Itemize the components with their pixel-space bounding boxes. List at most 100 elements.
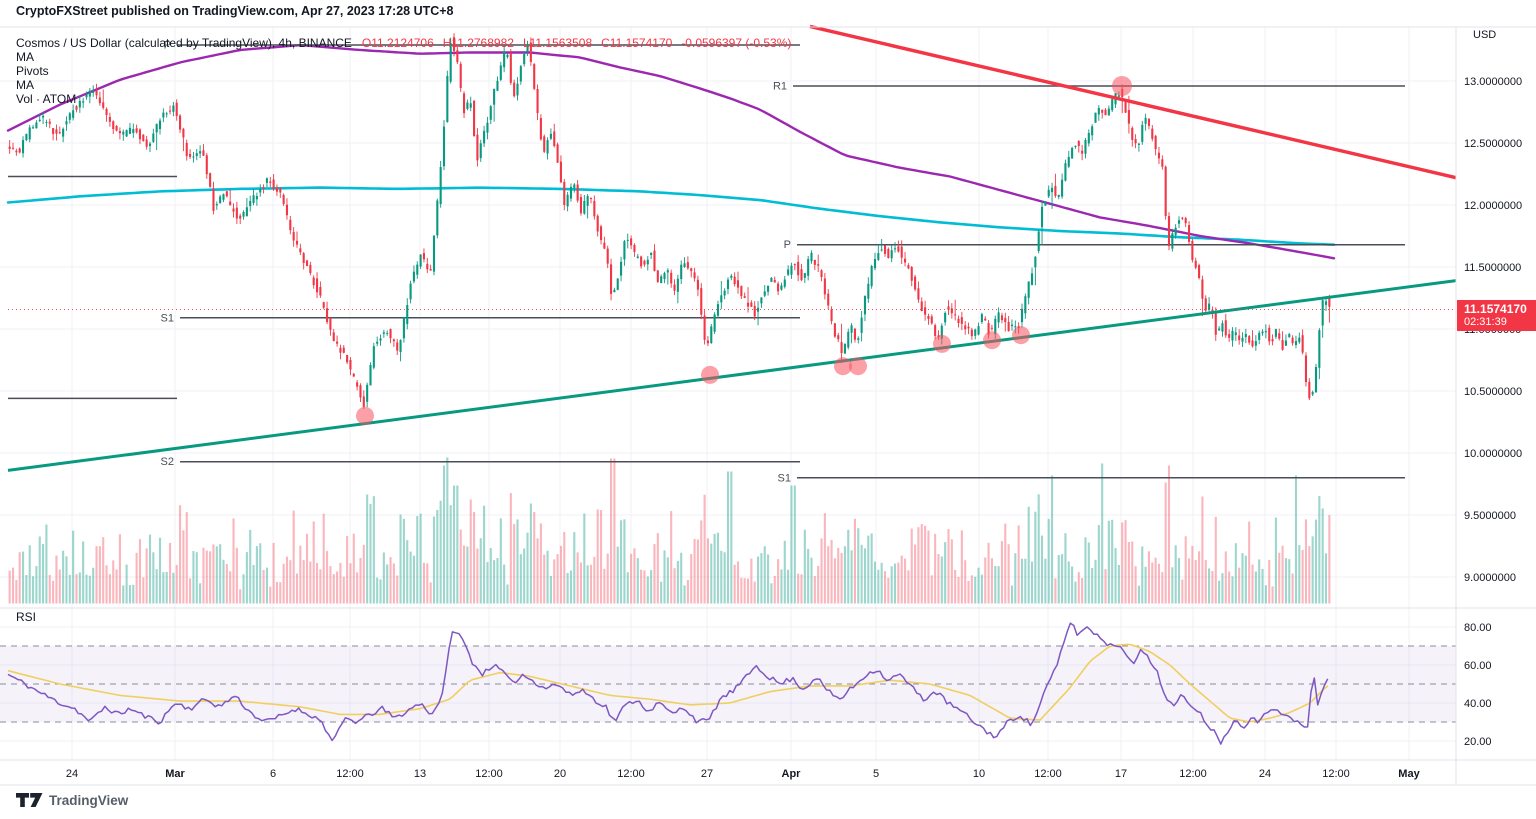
candle-body: [1261, 331, 1264, 334]
indicator-label-volume[interactable]: Vol · ATOM: [16, 92, 77, 106]
bar-countdown: 02:31:39: [1464, 316, 1507, 328]
volume-bar: [112, 560, 115, 604]
candle-body: [125, 130, 128, 137]
candle-body: [1314, 367, 1318, 393]
volume-bar: [302, 560, 305, 604]
candle-body: [1111, 99, 1114, 111]
candle-body: [1291, 337, 1294, 344]
candle-body: [1004, 317, 1007, 323]
volume-bar: [446, 457, 449, 604]
volume-bar: [48, 575, 51, 604]
candle-body: [1157, 152, 1161, 159]
volume-bar: [1094, 559, 1097, 604]
candle-body: [138, 129, 142, 140]
volume-bar: [1314, 519, 1318, 604]
indicator-label-ma-2[interactable]: MA: [16, 78, 34, 92]
volume-bar: [563, 532, 566, 604]
volume-bar: [252, 565, 255, 604]
rsi-indicator-label[interactable]: RSI: [16, 610, 37, 624]
time-tick-label: 12:00: [617, 768, 645, 780]
volume-bar: [803, 529, 806, 604]
candle-body: [593, 200, 596, 217]
volume-bar: [1161, 572, 1164, 604]
candle-body: [984, 318, 987, 321]
candle-body: [32, 127, 35, 129]
volume-bar: [746, 578, 750, 604]
candle-body: [823, 278, 826, 295]
volume-bar: [914, 544, 917, 604]
volume-bar: [559, 545, 562, 604]
volume-bar: [102, 537, 105, 604]
candle-body: [58, 132, 61, 134]
candle-body: [863, 295, 867, 315]
candle-body: [52, 128, 55, 134]
candle-body: [1107, 108, 1110, 116]
volume-bar: [987, 542, 990, 604]
candle-body: [142, 134, 145, 141]
candle-body: [168, 110, 172, 112]
candle-body: [690, 268, 693, 271]
candle-body: [182, 128, 185, 138]
volume-bar: [626, 572, 629, 604]
symbol-title[interactable]: Cosmos / US Dollar (calculated by Tradin…: [16, 36, 352, 50]
volume-bar: [339, 562, 342, 604]
volume-bar: [88, 575, 91, 604]
candle-body: [610, 264, 613, 294]
volume-bar: [860, 544, 863, 604]
candle-body: [362, 396, 365, 407]
volume-bar: [18, 552, 21, 604]
candle-body: [1071, 147, 1074, 159]
ohlc-high: H11.2768982: [442, 36, 514, 50]
volume-bar: [1254, 571, 1257, 604]
volume-bar: [172, 572, 175, 604]
volume-bar: [72, 530, 75, 604]
candle-body: [128, 127, 131, 134]
volume-bar: [633, 548, 636, 604]
candle-body: [1030, 273, 1034, 285]
last-price-badge[interactable]: 11.1574170 02:31:39: [1457, 300, 1536, 331]
volume-bar: [1171, 567, 1174, 604]
candle-body: [1324, 301, 1328, 305]
volume-bar: [1014, 553, 1017, 604]
indicator-label-ma-1[interactable]: MA: [16, 50, 34, 64]
volume-bar: [1204, 560, 1207, 604]
volume-bar: [890, 566, 893, 604]
volume-bar: [372, 496, 375, 604]
candle-body: [783, 279, 786, 287]
candle-body: [733, 276, 736, 285]
indicator-label-pivots[interactable]: Pivots: [16, 64, 49, 78]
candle-body: [636, 256, 639, 259]
candle-body: [646, 259, 649, 265]
candle-body: [212, 188, 215, 211]
volume-bar: [924, 525, 927, 604]
pivot-label: S2: [161, 456, 174, 468]
candle-body: [62, 128, 65, 137]
volume-bar: [242, 574, 245, 604]
pane-borders: [0, 26, 1536, 786]
volume-bar: [1241, 553, 1244, 604]
candle-body: [205, 155, 208, 175]
volume-bar: [432, 516, 436, 604]
candle-body: [546, 140, 549, 154]
candle-body: [513, 82, 516, 97]
candle-body: [726, 279, 730, 289]
candle-body: [285, 204, 289, 216]
candle-body: [1027, 281, 1030, 298]
touch-marker: [983, 331, 1001, 350]
volume-bar: [1044, 558, 1047, 604]
candle-body: [68, 113, 71, 120]
volume-bar: [1077, 572, 1080, 604]
candle-body: [282, 194, 285, 204]
volume-bar: [185, 512, 188, 604]
volume-bar: [690, 554, 693, 604]
tradingview-logo[interactable]: TradingView: [16, 793, 128, 808]
volume-bar: [553, 559, 556, 604]
volume-bar: [1124, 520, 1127, 604]
touch-marker: [356, 406, 374, 425]
rsi-tick-label: 40.00: [1464, 698, 1492, 710]
symbol-legend-row[interactable]: Cosmos / US Dollar (calculated by Tradin…: [16, 36, 800, 50]
volume-bar: [1047, 518, 1050, 604]
candle-body: [563, 181, 566, 205]
volume-bar: [483, 505, 486, 604]
